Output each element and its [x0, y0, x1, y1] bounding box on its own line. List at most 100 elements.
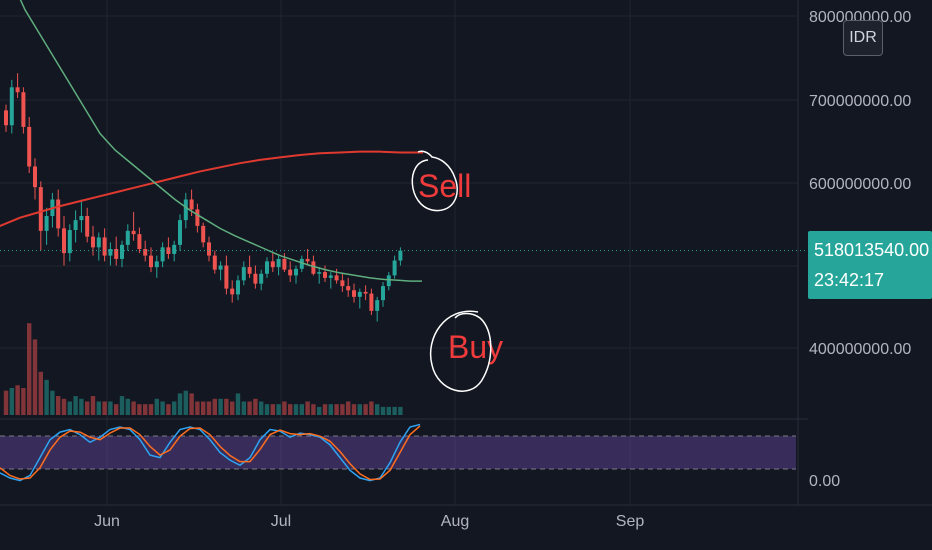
- sell-circle-mark: [411, 150, 458, 212]
- candle-body: [352, 290, 356, 297]
- candle-body: [311, 261, 316, 274]
- candle-body: [212, 255, 217, 270]
- y-axis[interactable]: 800000000.00 700000000.00 600000000.00 4…: [809, 9, 911, 490]
- candle-body: [96, 237, 101, 248]
- currency-badge[interactable]: IDR: [843, 20, 883, 56]
- moving-average-slow-line: [0, 150, 423, 227]
- volume-bar: [282, 401, 287, 415]
- volume-bar: [67, 401, 72, 415]
- candle-body: [241, 267, 246, 281]
- candle-body: [346, 286, 351, 291]
- volume-bar: [85, 401, 90, 415]
- candle-body: [270, 261, 275, 268]
- y-tick-label: 400000000.00: [809, 341, 911, 358]
- volume-bar: [131, 401, 136, 415]
- volume-bar: [264, 404, 270, 415]
- volume-bar: [386, 406, 391, 415]
- volume-bar: [108, 401, 113, 415]
- volume-bar: [346, 401, 351, 415]
- volume-bar: [224, 398, 229, 415]
- volume-bar: [154, 398, 159, 415]
- candle-body: [288, 269, 293, 276]
- volume-bar: [137, 404, 142, 415]
- candle-body: [120, 244, 124, 259]
- volume-bar: [148, 404, 154, 415]
- volume-bar: [119, 396, 125, 415]
- volume-bar: [166, 404, 171, 415]
- volume-bar: [160, 401, 165, 415]
- candle-body: [334, 275, 339, 281]
- bar-countdown: 23:42:17: [814, 270, 885, 290]
- stochastic-d-line: [0, 425, 421, 481]
- candle-body: [38, 187, 43, 231]
- candle-body: [317, 272, 322, 274]
- candle-body: [33, 166, 37, 188]
- candle-body: [323, 272, 327, 278]
- volume-bar: [15, 385, 20, 415]
- volume-bar: [398, 406, 403, 415]
- volume-bar: [230, 401, 235, 415]
- volume-bar: [172, 401, 177, 415]
- volume-bar: [79, 398, 84, 415]
- volume-bar: [241, 401, 246, 415]
- candle-body: [305, 258, 310, 262]
- volume-bar: [38, 371, 43, 415]
- volume-bar: [96, 401, 101, 415]
- volume-bar: [27, 323, 32, 415]
- candle-body: [85, 216, 90, 237]
- volume-bar: [21, 388, 26, 415]
- volume-bar: [340, 404, 345, 415]
- candle-body: [56, 199, 61, 229]
- x-axis[interactable]: Jun Jul Aug Sep: [0, 504, 932, 530]
- volume-bar: [61, 398, 67, 415]
- candle-body: [79, 216, 84, 221]
- volume-bar: [90, 396, 96, 415]
- volume-bar: [317, 406, 322, 415]
- stochastic-k-line: [0, 423, 421, 482]
- volume-bar: [183, 390, 188, 415]
- buy-circle-mark: [429, 310, 492, 392]
- volume-bar: [50, 390, 55, 415]
- candle-body: [178, 220, 182, 245]
- candle-body: [108, 249, 113, 256]
- x-tick-label: Aug: [441, 513, 469, 530]
- stochastic-band: [0, 436, 796, 469]
- candle-body: [386, 275, 391, 287]
- volume-bar: [201, 401, 206, 415]
- candle-body: [131, 230, 136, 235]
- y-tick-label: 600000000.00: [809, 176, 911, 193]
- volume-bar: [293, 404, 299, 415]
- volume-bar: [212, 398, 217, 415]
- volume-bars: [3, 323, 403, 415]
- volume-bar: [44, 379, 49, 415]
- candle-body: [340, 280, 345, 287]
- grid: [0, 0, 798, 505]
- last-price-value: 518013540.00: [814, 240, 930, 260]
- candle-body: [247, 267, 252, 274]
- candle-body: [27, 126, 32, 167]
- volume-bar: [270, 404, 275, 415]
- candle-body: [195, 209, 200, 226]
- volume-bar: [357, 404, 362, 415]
- volume-bar: [102, 401, 107, 415]
- candle-body: [154, 261, 159, 268]
- volume-bar: [253, 398, 258, 415]
- candle-body: [253, 273, 258, 284]
- candle-body: [114, 249, 119, 259]
- candle-body: [201, 225, 206, 243]
- volume-bar: [143, 404, 148, 415]
- candle-body: [236, 280, 240, 295]
- volume-bar: [3, 390, 9, 415]
- candle-body: [230, 288, 235, 295]
- volume-bar: [369, 401, 374, 415]
- candle-body: [143, 249, 148, 256]
- candle-body: [9, 87, 14, 126]
- volume-bar: [9, 388, 14, 415]
- last-price-label: 518013540.00 23:42:17: [808, 231, 932, 299]
- volume-bar: [288, 404, 293, 415]
- candle-body: [160, 247, 165, 262]
- volume-bar: [189, 393, 194, 415]
- candle-body: [15, 87, 20, 93]
